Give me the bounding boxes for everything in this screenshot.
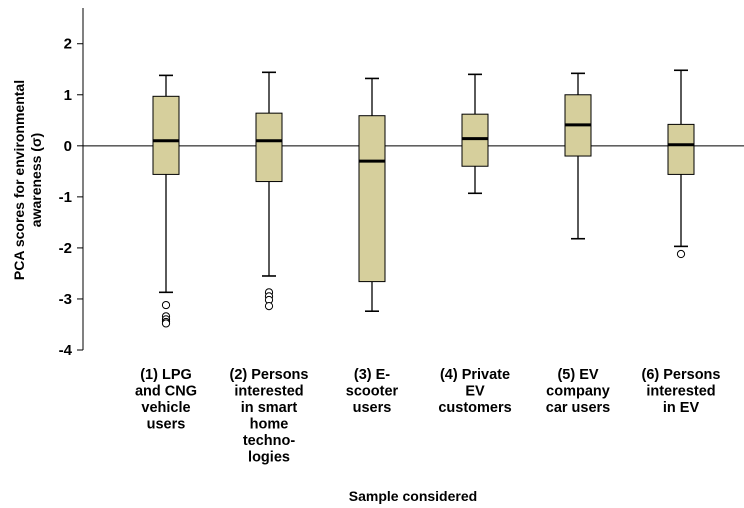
outlier-point [264,302,274,311]
iqr-box [255,112,283,183]
x-category-label-line: interested [234,384,303,400]
x-category-label-line: (6) Persons [642,367,721,383]
x-category-label: (5) EV company car users [546,367,611,416]
iqr-box [667,123,695,175]
x-category-label-line: users [353,400,392,416]
box-plot-4 [461,73,489,195]
x-category-label-line: vehicle [141,400,190,416]
box-plot-3 [358,77,386,313]
y-axis-title-line: PCA scores for environmental [11,80,27,280]
x-category-label-line: users [147,417,186,433]
x-category-label-line: customers [438,400,511,416]
box-plots [152,69,695,328]
x-category-label-line: in EV [663,400,700,416]
y-tick-label: 1 [64,87,72,104]
outlier-point [676,249,686,259]
y-tick-label: -3 [59,291,72,308]
y-tick-label: -1 [59,189,72,206]
x-category-label-line: in smart [241,400,298,416]
iqr-box [461,113,489,167]
x-category-label-line: techno- [243,433,296,449]
x-category-label-line: EV [465,384,485,400]
x-category-label-line: home [250,417,289,433]
x-category-label-line: interested [646,384,715,400]
x-category-label-line: (4) Private [440,367,510,383]
box-plot-1 [152,74,180,328]
x-category-label-line: scooter [346,384,399,400]
box-plot-2 [255,71,283,311]
x-axis-title: Sample considered [349,488,477,504]
outlier-point [161,319,171,328]
x-category-label: (3) E-scooter users [346,367,399,416]
y-axis-title-line: awareness (σ) [28,133,44,227]
x-category-label: (4) Private EV customers [438,367,511,416]
y-tick-label: 0 [64,138,72,155]
y-axis-title: PCA scores for environmentalawareness (σ… [11,80,44,280]
iqr-box [152,95,180,175]
x-category-label-line: company [546,384,610,400]
iqr-box [358,115,386,283]
y-tick-label: 2 [64,36,72,53]
x-category-label-line: (2) Persons [230,367,309,383]
x-category-label: (1) LPG and CNG vehicle users [135,367,197,433]
x-category-labels: (1) LPG and CNG vehicle users(2) Persons int… [135,367,721,466]
y-tick-label: -4 [59,342,73,359]
box-plot-6 [667,69,695,259]
y-axis: -4 -3 -2 -1 0 1 2 [59,8,744,359]
y-tick-label: -2 [59,240,72,257]
x-category-label-line: logies [248,450,290,466]
x-category-label-line: and CNG [135,384,197,400]
x-category-label-line: (5) EV [557,367,598,383]
x-category-label: (6) Persons interested in EV [642,367,721,416]
x-category-label-line: (1) LPG [140,367,192,383]
outlier-point [161,300,171,310]
x-category-label-line: car users [546,400,611,416]
x-category-label-line: (3) E- [354,367,390,383]
box-plot-5 [564,72,592,240]
x-category-label: (2) Persons interested in smart home techno-… [230,367,309,466]
